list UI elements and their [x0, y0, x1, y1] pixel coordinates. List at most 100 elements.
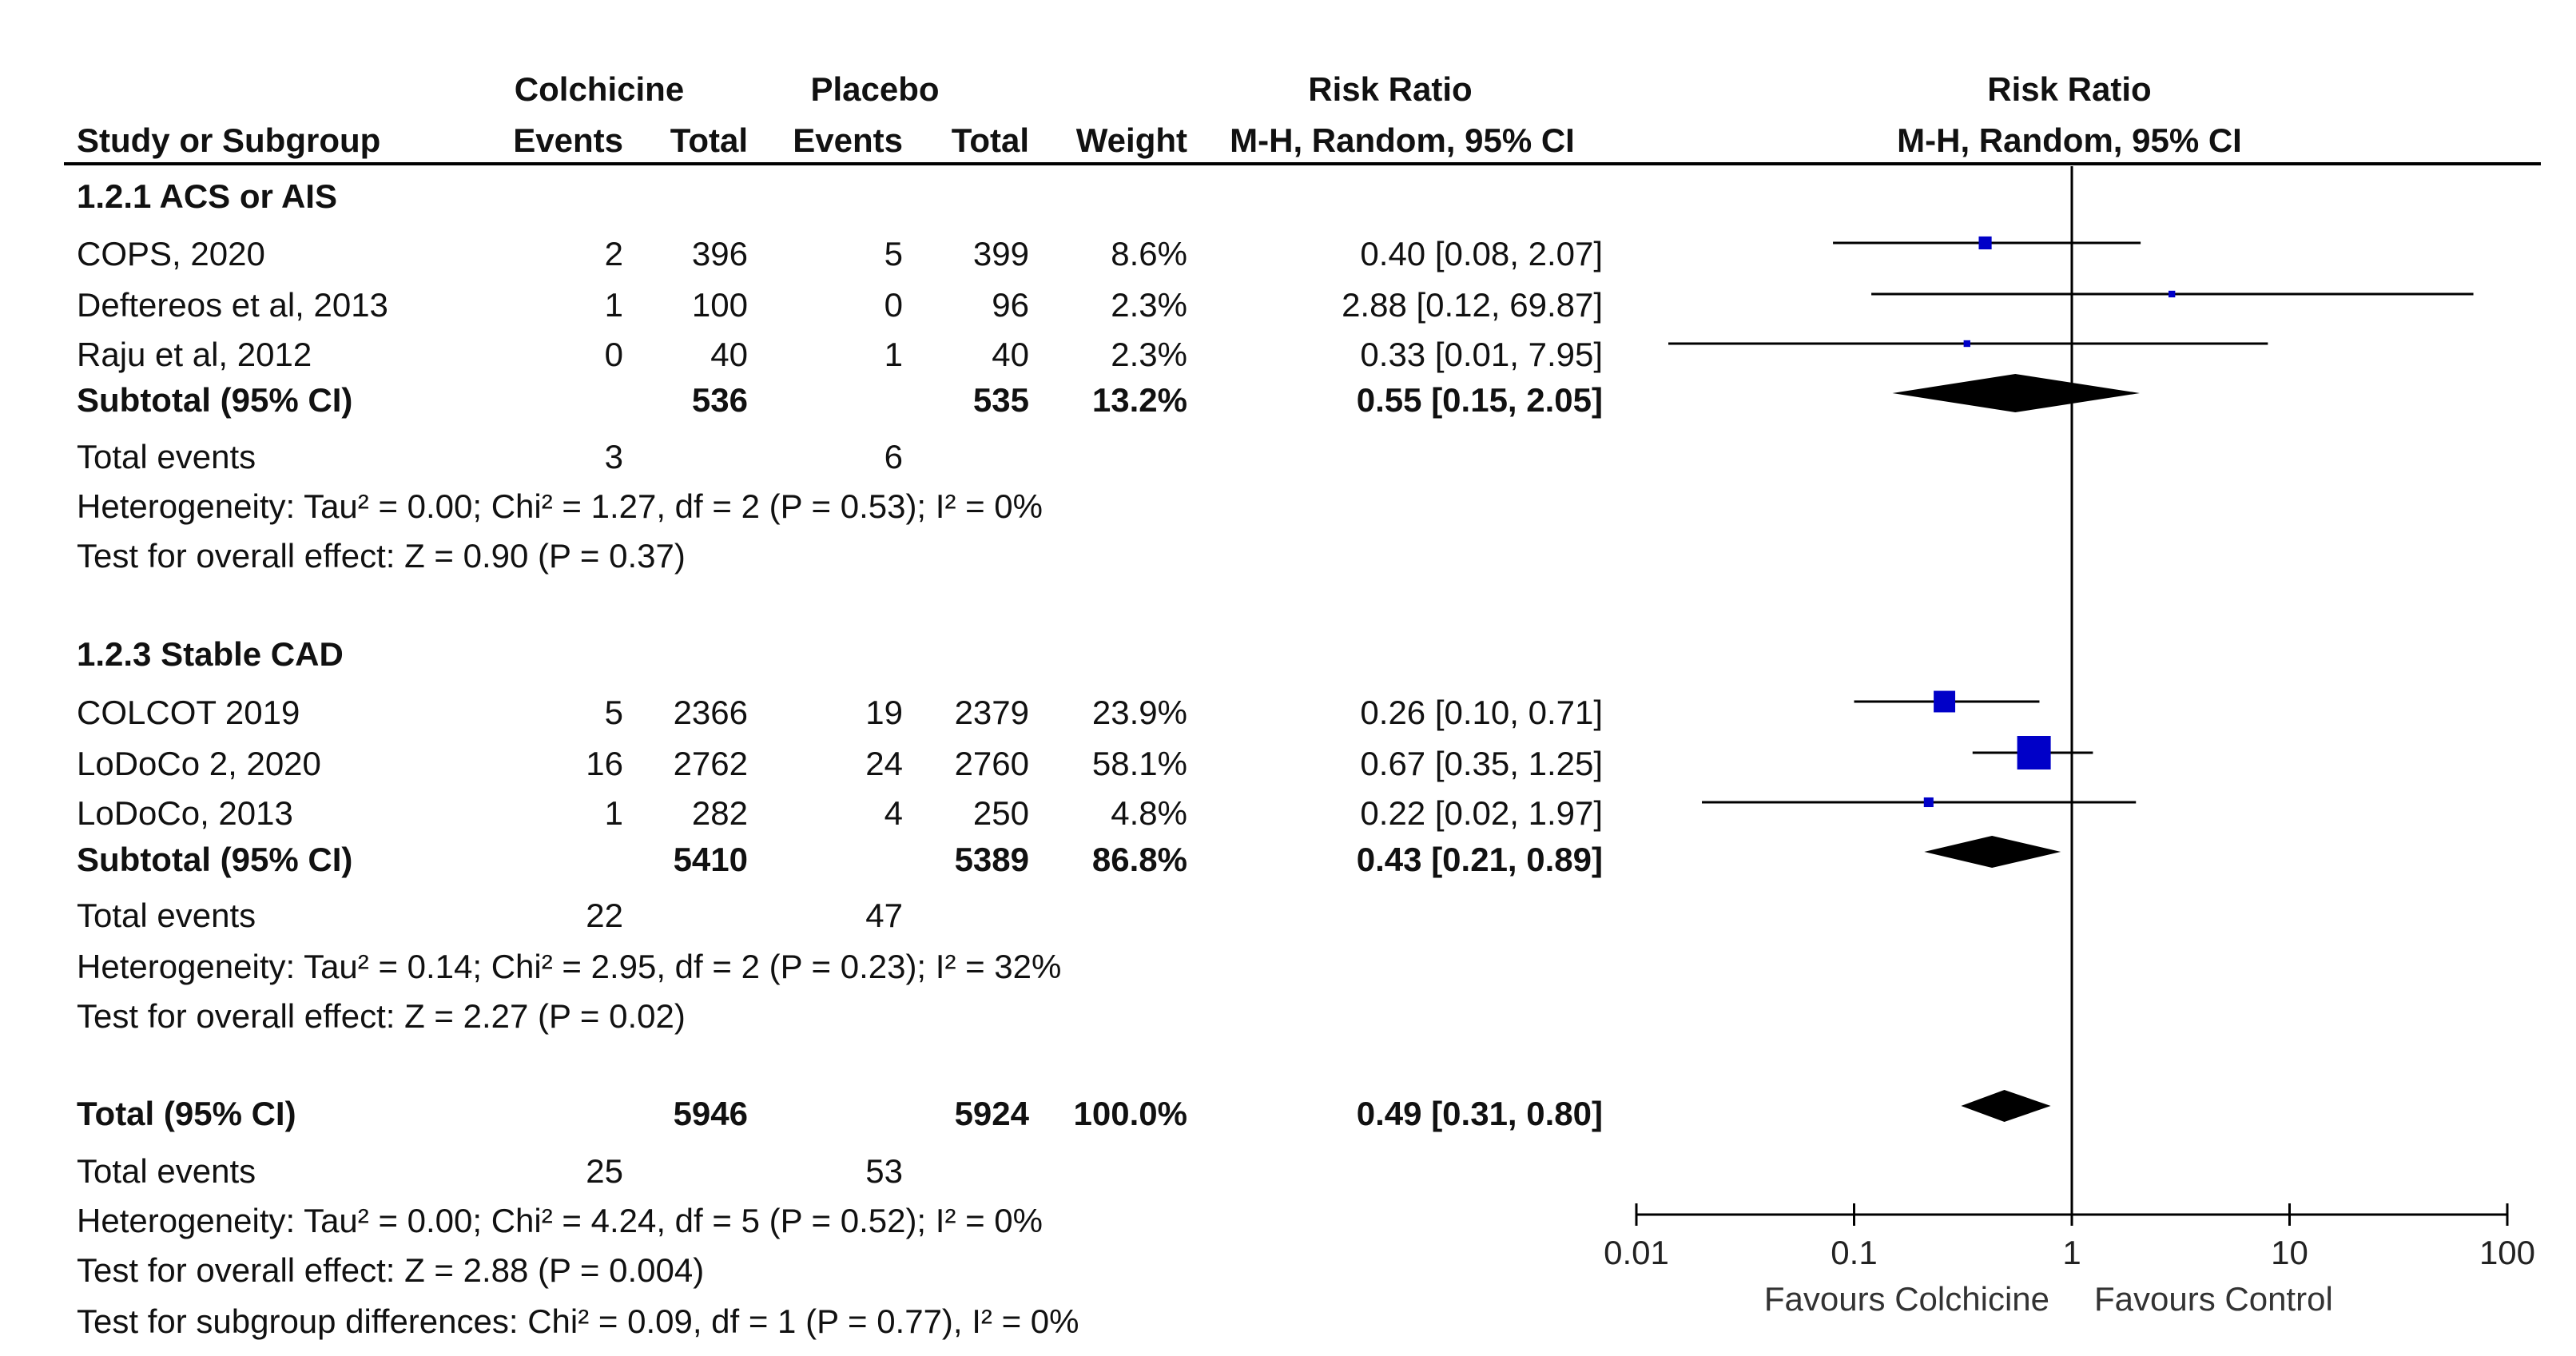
header-plot-method: M-H, Random, 95% CI: [1897, 121, 2242, 159]
row-weight: 13.2%: [1091, 381, 1187, 419]
study-marker: [1923, 797, 1934, 808]
row-weight: 2.3%: [1111, 286, 1187, 324]
row-n2: 2760: [954, 745, 1029, 782]
row-label: Total events: [77, 897, 256, 934]
favours-control-label: Favours Control: [2094, 1280, 2333, 1318]
row-label: COLCOT 2019: [77, 694, 300, 731]
row-e2: 4: [884, 794, 903, 832]
x-tick-label: 10: [2271, 1234, 2308, 1271]
header-total-1: Total: [670, 121, 748, 159]
row-label: Heterogeneity: Tau² = 0.00; Chi² = 4.24,…: [77, 1202, 1043, 1239]
row-label: 1.2.3 Stable CAD: [77, 635, 344, 673]
summary-diamond: [1961, 1090, 2051, 1122]
row-e1: 5: [604, 694, 623, 731]
header-events-1: Events: [513, 121, 623, 159]
row-ci: 0.40 [0.08, 2.07]: [1360, 235, 1603, 272]
header-study-col: Study or Subgroup: [77, 121, 381, 159]
row-label: Heterogeneity: Tau² = 0.00; Chi² = 1.27,…: [77, 487, 1043, 525]
row-n2: 5924: [954, 1095, 1029, 1132]
row-weight: 86.8%: [1091, 841, 1187, 878]
row-ci: 0.43 [0.21, 0.89]: [1356, 841, 1603, 878]
row-ci: 2.88 [0.12, 69.87]: [1342, 286, 1603, 324]
row-label: Heterogeneity: Tau² = 0.14; Chi² = 2.95,…: [77, 948, 1062, 985]
study-marker: [1934, 690, 1956, 713]
row-e1: 25: [586, 1152, 623, 1190]
header-total-2: Total: [951, 121, 1029, 159]
row-e1: 16: [586, 745, 623, 782]
x-tick-label: 0.01: [1604, 1234, 1669, 1271]
header-weight: Weight: [1075, 121, 1187, 159]
row-label: Raju et al, 2012: [77, 336, 312, 373]
row-weight: 100.0%: [1073, 1095, 1187, 1132]
row-label: Total events: [77, 1152, 256, 1190]
row-n1: 40: [710, 336, 748, 373]
row-ci: 0.49 [0.31, 0.80]: [1356, 1095, 1603, 1132]
row-e2: 19: [865, 694, 903, 731]
row-n2: 250: [972, 794, 1029, 832]
row-label: Test for subgroup differences: Chi² = 0.…: [77, 1302, 1079, 1340]
row-weight: 58.1%: [1091, 745, 1187, 782]
x-tick-label: 100: [2479, 1234, 2535, 1271]
row-n2: 40: [992, 336, 1029, 373]
row-n1: 5946: [673, 1095, 748, 1132]
row-e2: 24: [865, 745, 903, 782]
row-label: COPS, 2020: [77, 235, 265, 272]
row-n2: 399: [972, 235, 1029, 272]
row-e1: 2: [604, 235, 623, 272]
header-placebo: Placebo: [810, 70, 940, 108]
study-marker: [1963, 340, 1970, 348]
row-ci: 0.33 [0.01, 7.95]: [1360, 336, 1603, 373]
row-n1: 100: [691, 286, 748, 324]
row-n2: 5389: [954, 841, 1029, 878]
row-e1: 22: [586, 897, 623, 934]
row-ci: 0.67 [0.35, 1.25]: [1360, 745, 1603, 782]
study-marker: [2169, 290, 2176, 298]
row-e2: 0: [884, 286, 903, 324]
row-e1: 3: [604, 438, 623, 475]
row-weight: 23.9%: [1091, 694, 1187, 731]
summary-diamond: [1924, 836, 2061, 868]
study-marker: [1978, 236, 1992, 250]
row-weight: 4.8%: [1111, 794, 1187, 832]
row-label: LoDoCo 2, 2020: [77, 745, 321, 782]
row-n2: 96: [992, 286, 1029, 324]
row-weight: 2.3%: [1111, 336, 1187, 373]
row-label: Subtotal (95% CI): [77, 841, 353, 878]
x-tick-label: 1: [2062, 1234, 2081, 1271]
row-e1: 0: [604, 336, 623, 373]
header-risk-ratio: Risk Ratio: [1308, 70, 1473, 108]
row-label: Total events: [77, 438, 256, 475]
row-label: LoDoCo, 2013: [77, 794, 293, 832]
row-e2: 53: [865, 1152, 903, 1190]
row-e1: 1: [604, 286, 623, 324]
row-label: Test for overall effect: Z = 2.88 (P = 0…: [77, 1251, 705, 1289]
row-e1: 1: [604, 794, 623, 832]
row-label: Deftereos et al, 2013: [77, 286, 388, 324]
row-label: Test for overall effect: Z = 2.27 (P = 0…: [77, 997, 686, 1035]
header-plot-risk-ratio: Risk Ratio: [1987, 70, 2152, 108]
row-label: Total (95% CI): [77, 1095, 296, 1132]
row-ci: 0.22 [0.02, 1.97]: [1360, 794, 1603, 832]
favours-colchicine-label: Favours Colchicine: [1764, 1280, 2049, 1318]
row-n1: 5410: [673, 841, 748, 878]
summary-diamond: [1892, 374, 2140, 412]
row-ci: 0.26 [0.10, 0.71]: [1360, 694, 1603, 731]
row-n2: 2379: [954, 694, 1029, 731]
row-n1: 2366: [673, 694, 748, 731]
header-events-2: Events: [793, 121, 903, 159]
row-n1: 282: [691, 794, 748, 832]
row-e2: 47: [865, 897, 903, 934]
header-method: M-H, Random, 95% CI: [1230, 121, 1575, 159]
header-colchicine: Colchicine: [514, 70, 685, 108]
x-tick-label: 0.1: [1831, 1234, 1877, 1271]
row-n1: 396: [691, 235, 748, 272]
row-e2: 5: [884, 235, 903, 272]
row-e2: 1: [884, 336, 903, 373]
row-label: Test for overall effect: Z = 0.90 (P = 0…: [77, 537, 686, 575]
study-marker: [2017, 736, 2051, 769]
row-ci: 0.55 [0.15, 2.05]: [1356, 381, 1603, 419]
row-n1: 2762: [673, 745, 748, 782]
row-weight: 8.6%: [1111, 235, 1187, 272]
row-n1: 536: [691, 381, 748, 419]
